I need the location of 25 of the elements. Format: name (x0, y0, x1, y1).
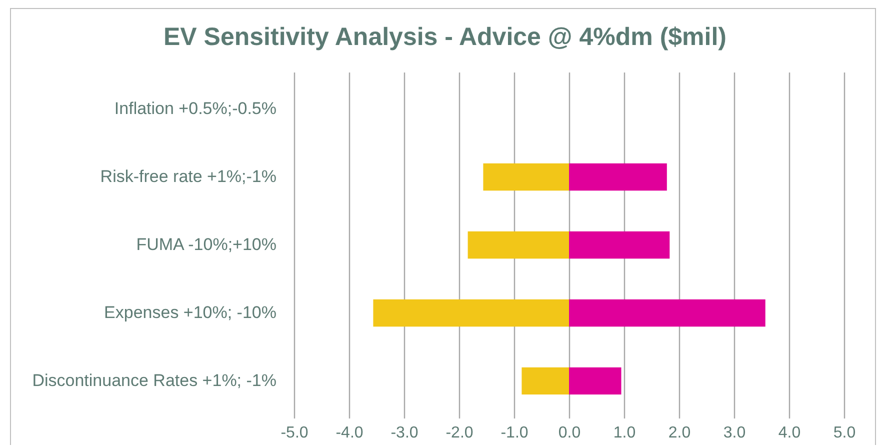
chart-title: EV Sensitivity Analysis - Advice @ 4%dm ($mil) (164, 23, 726, 51)
y-tick-label: Discontinuance Rates +1%; -1% (32, 370, 276, 390)
bar (373, 299, 569, 327)
bar (569, 299, 766, 327)
bar (483, 163, 569, 191)
bar (569, 163, 667, 191)
bar (569, 367, 622, 395)
x-tick-label: -2.0 (446, 424, 474, 442)
x-tick-label: 5.0 (833, 424, 856, 442)
y-tick-label: Risk-free rate +1%;-1% (100, 167, 276, 186)
bar (522, 367, 569, 395)
y-tick-label: Expenses +10%; -10% (104, 302, 276, 322)
y-tick-label: Inflation +0.5%;-0.5% (114, 99, 276, 118)
x-tick-label: -1.0 (500, 424, 528, 442)
x-tick-label: -3.0 (390, 424, 418, 442)
x-tick-label: -4.0 (336, 424, 364, 442)
x-tick-label: 0.0 (558, 424, 581, 442)
x-tick-label: 2.0 (668, 424, 691, 442)
bar (569, 231, 670, 259)
x-tick-label: 4.0 (778, 424, 801, 442)
bar (468, 231, 569, 259)
x-tick-label: -5.0 (280, 424, 308, 442)
x-tick-label: 3.0 (723, 424, 746, 442)
x-tick-label: 1.0 (613, 424, 636, 442)
y-tick-label: FUMA -10%;+10% (136, 235, 276, 254)
